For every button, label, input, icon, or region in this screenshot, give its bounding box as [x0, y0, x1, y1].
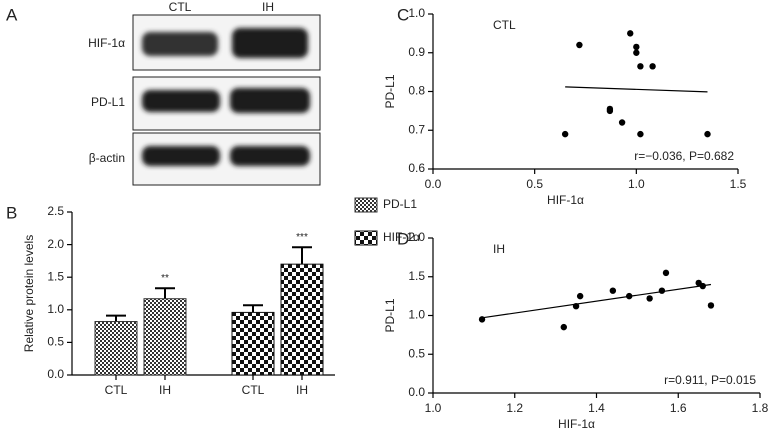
legend-swatch [354, 230, 378, 246]
panel-label: C [397, 5, 409, 24]
x-tick-label: CTL [242, 383, 265, 397]
x-tick-label: 1.0 [628, 177, 645, 191]
significance-label: ** [161, 273, 169, 284]
point [572, 303, 580, 310]
x-tick-label: 0.0 [425, 177, 442, 191]
x-tick-label: 1.8 [752, 401, 769, 415]
chart-title: IH [493, 242, 505, 256]
blot-column: IH [262, 0, 274, 14]
significance-label: *** [296, 232, 308, 243]
y-tick-label: 1.0 [408, 6, 425, 20]
y-axis-label: PD-L1 [383, 74, 397, 108]
blot-bands [142, 28, 310, 166]
y-tick-label: 2.0 [408, 230, 425, 244]
x-tick-label: IH [296, 383, 308, 397]
y-tick-label: 0.9 [408, 45, 425, 59]
point [637, 130, 644, 138]
point [662, 269, 670, 277]
legend-label: PD-L1 [383, 197, 417, 211]
annotation: r=0.911, P=0.015 [664, 373, 756, 387]
point [576, 292, 584, 300]
blot-panel: A CTL IH HIF-1α PD-L1 β-actin [6, 0, 321, 186]
panel-label: B [6, 203, 17, 222]
y-tick-label: 1.0 [47, 302, 64, 316]
point [707, 302, 715, 309]
y-tick-label: 2.0 [47, 237, 64, 251]
blot-column: CTL [169, 0, 192, 14]
blot-row: PD-L1 [91, 95, 125, 109]
point [561, 130, 569, 138]
point [633, 43, 640, 51]
point [704, 130, 711, 138]
point [560, 323, 567, 331]
y-tick-label: 0.8 [408, 84, 425, 98]
annotation: r=−0.036, P=0.682 [634, 149, 734, 163]
y-tick-label: 0.5 [408, 346, 425, 360]
blot-row: HIF-1α [88, 36, 125, 50]
bar [231, 311, 275, 376]
x-tick-label: CTL [105, 383, 128, 397]
y-tick-label: 0.7 [408, 122, 425, 136]
panel-label: D [397, 229, 409, 248]
bar [143, 298, 187, 376]
y-tick-label: 0.6 [408, 161, 425, 175]
legend-label: HIF-1α [383, 230, 420, 244]
x-tick-label: IH [159, 383, 171, 397]
point [658, 287, 666, 294]
x-axis-label: HIF-1α [558, 417, 595, 431]
point [699, 282, 706, 290]
y-tick-label: 1.0 [408, 308, 425, 322]
legend-swatch [354, 197, 378, 213]
y-tick-label: 0.0 [47, 367, 64, 381]
point [627, 30, 634, 37]
point [618, 119, 626, 126]
point [609, 287, 617, 294]
y-tick-label: 1.5 [47, 269, 64, 283]
point [633, 49, 640, 56]
x-tick-label: 1.2 [506, 401, 523, 415]
point [646, 295, 653, 302]
y-tick-label: 0.5 [47, 335, 64, 349]
point [576, 41, 583, 49]
y-tick-label: 0.0 [408, 385, 425, 399]
x-tick-label: 1.0 [425, 401, 442, 415]
x-tick-label: 1.6 [670, 401, 687, 415]
point [626, 292, 633, 300]
x-tick-label: 1.4 [588, 401, 605, 415]
chart-title: CTL [493, 18, 516, 32]
panel-label: A [6, 5, 18, 24]
y-tick-label: 1.5 [408, 269, 425, 283]
point [478, 316, 486, 323]
point [637, 63, 644, 70]
point [606, 105, 614, 113]
x-tick-label: 1.5 [730, 177, 747, 191]
y-tick-label: 2.5 [47, 204, 64, 218]
y-axis-label: Relative protein levels [22, 235, 36, 352]
blot-row: β-actin [89, 151, 125, 165]
point [649, 63, 656, 70]
bar [280, 263, 324, 376]
fit-line [481, 283, 712, 319]
y-axis-label: PD-L1 [383, 298, 397, 332]
fit-line [565, 86, 708, 93]
x-axis-label: HIF-1α [547, 193, 584, 207]
x-tick-label: 0.5 [526, 177, 543, 191]
bar [94, 321, 138, 376]
